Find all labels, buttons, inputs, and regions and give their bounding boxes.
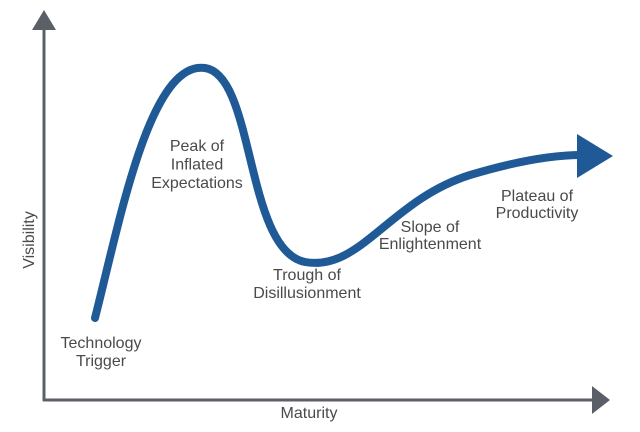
phase-label: Plateau of	[501, 188, 574, 205]
phase-label: Productivity	[496, 205, 579, 222]
phase-label: Trigger	[76, 353, 127, 370]
axes	[32, 10, 610, 414]
phase-label: Expectations	[151, 175, 243, 192]
y-axis-label: Visibility	[21, 211, 38, 269]
phase-label: Disillusionment	[253, 285, 361, 302]
phase-label: Trough of	[273, 267, 341, 284]
phase-label: Peak of	[170, 138, 225, 155]
phase-label: Inflated	[171, 157, 223, 174]
phase-label: Slope of	[401, 219, 460, 236]
phase-label: Technology	[61, 335, 142, 352]
phase-label: Enlightenment	[379, 236, 482, 253]
x-axis-label: Maturity	[281, 405, 338, 422]
hype-curve	[91, 63, 586, 322]
curve-arrowhead	[577, 134, 613, 178]
y-axis-arrow	[32, 10, 56, 30]
x-axis-arrow	[592, 386, 610, 414]
